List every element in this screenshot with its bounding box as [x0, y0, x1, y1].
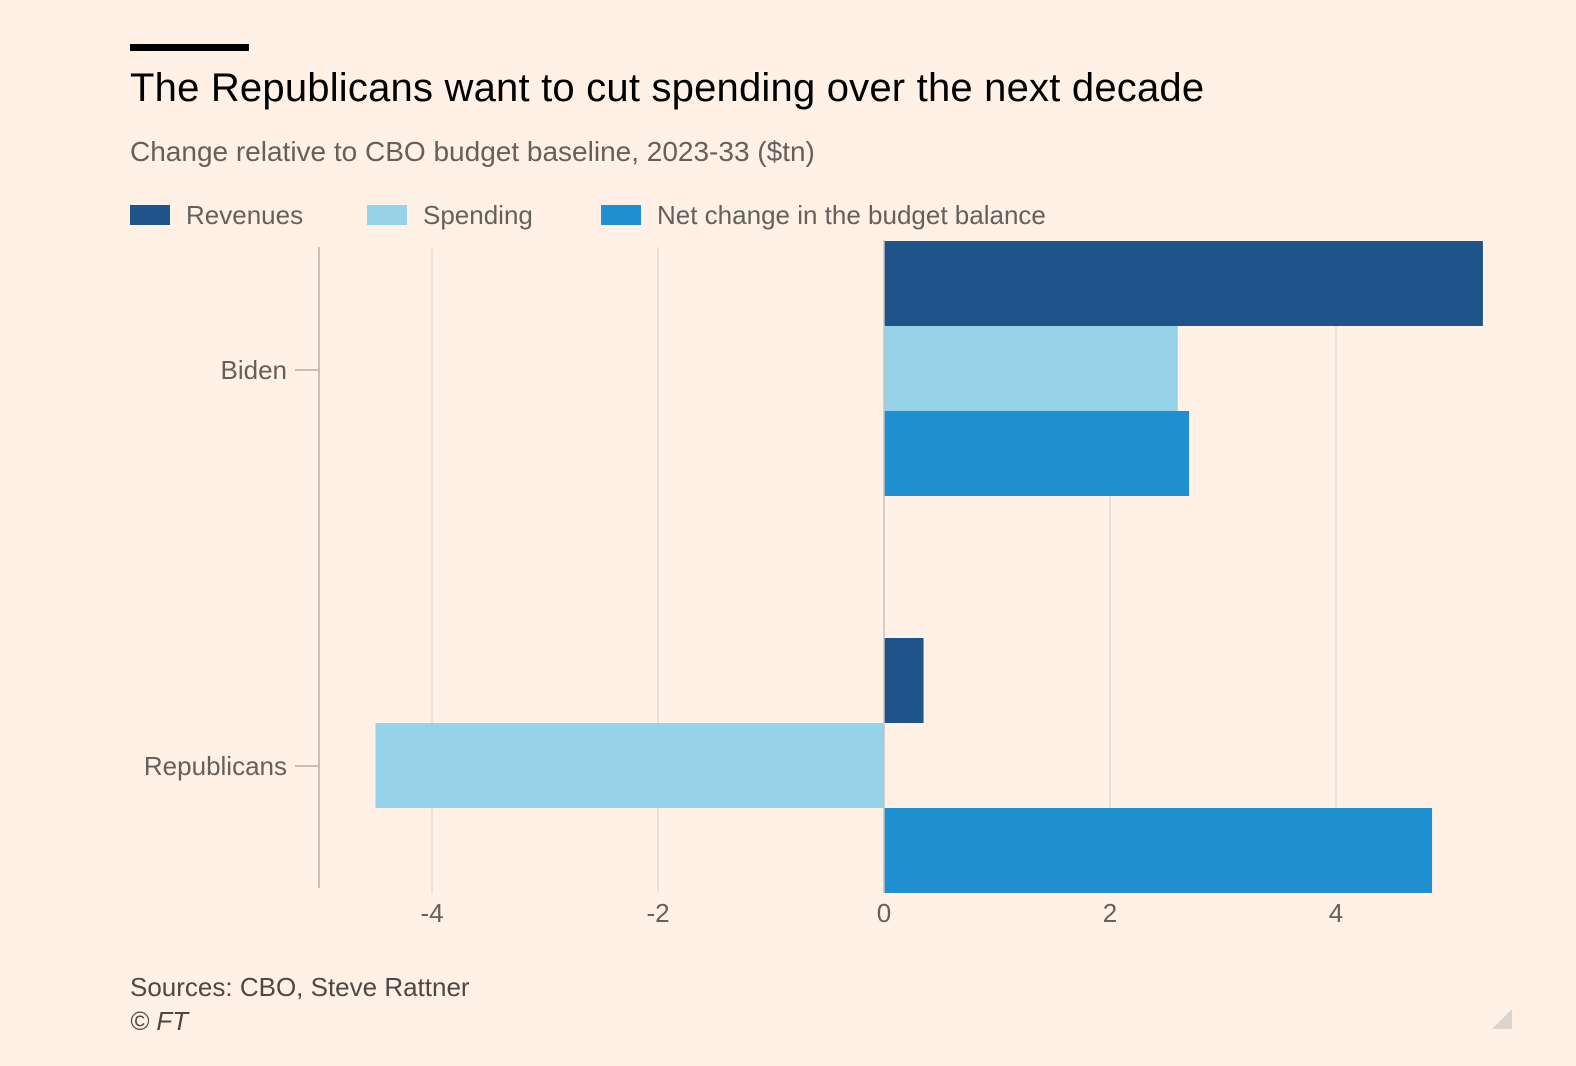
- legend-swatch-revenues: [130, 205, 170, 225]
- bar-republicans-net-change-in-the-budget-balance: [884, 808, 1433, 893]
- bar-republicans-spending: [375, 723, 884, 808]
- x-tick-label-neg4: -4: [420, 898, 443, 928]
- copyright-credit: © FT: [130, 1006, 189, 1036]
- chart-subtitle: Change relative to CBO budget baseline, …: [130, 136, 815, 167]
- x-tick-label-neg2: -2: [646, 898, 669, 928]
- bar-republicans-revenues: [884, 638, 924, 723]
- x-tick-label-4: 4: [1329, 898, 1343, 928]
- category-label-biden: Biden: [221, 355, 288, 385]
- chart-title: The Republicans want to cut spending ove…: [130, 66, 1205, 110]
- source-note: Sources: CBO, Steve Rattner: [130, 972, 470, 1002]
- header-accent-bar: [130, 44, 249, 51]
- legend-label-spending: Spending: [423, 200, 533, 230]
- legend-swatch-net-change: [601, 205, 641, 225]
- legend-label-revenues: Revenues: [186, 200, 304, 230]
- x-tick-label-0: 0: [877, 898, 891, 928]
- x-tick-label-2: 2: [1103, 898, 1117, 928]
- bar-biden-spending: [884, 326, 1178, 411]
- bar-biden-net-change-in-the-budget-balance: [884, 411, 1190, 496]
- category-label-republicans: Republicans: [144, 751, 287, 781]
- corner-resize-icon: [1492, 1009, 1512, 1029]
- legend-swatch-spending: [367, 205, 407, 225]
- bar-biden-revenues: [884, 241, 1483, 326]
- legend-label-net-change: Net change in the budget balance: [657, 200, 1046, 230]
